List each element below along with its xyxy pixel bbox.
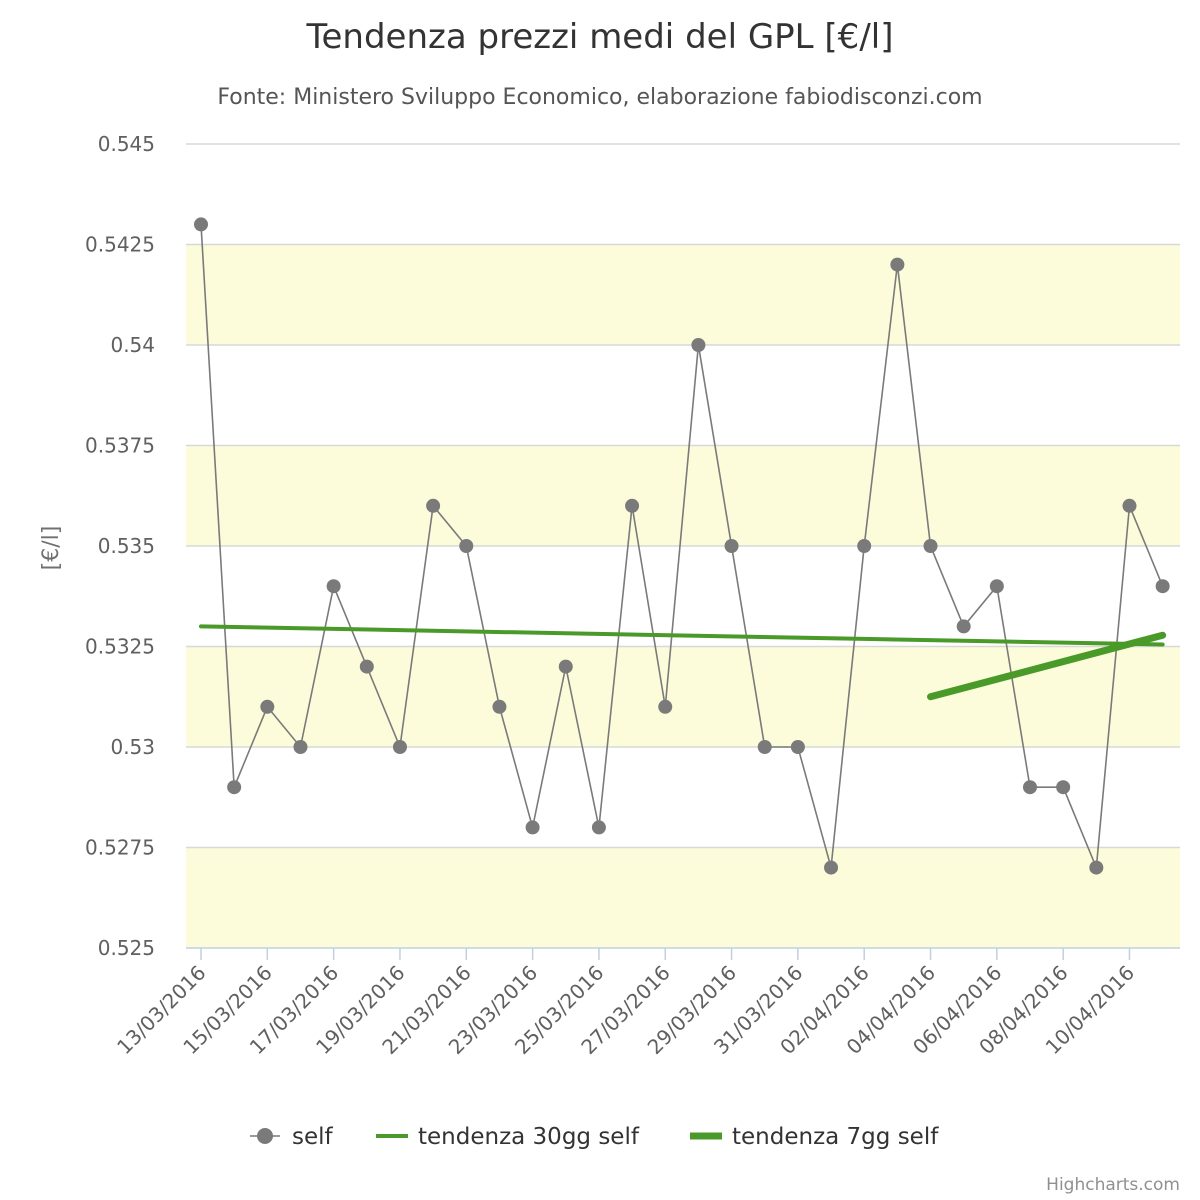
series-self bbox=[194, 217, 1170, 875]
y-tick-label: 0.5275 bbox=[85, 836, 155, 860]
data-point[interactable] bbox=[459, 539, 474, 553]
y-gridlines bbox=[186, 143, 1180, 949]
y-tick-label: 0.5375 bbox=[85, 434, 155, 458]
data-point[interactable] bbox=[857, 539, 872, 553]
data-point[interactable] bbox=[658, 699, 673, 714]
data-point[interactable] bbox=[890, 257, 905, 272]
data-point[interactable] bbox=[227, 780, 242, 795]
plot-band bbox=[186, 244, 1180, 345]
y-tick-label: 0.545 bbox=[98, 132, 155, 156]
data-point[interactable] bbox=[525, 820, 540, 835]
data-point[interactable] bbox=[1056, 780, 1071, 795]
data-point[interactable] bbox=[691, 338, 706, 352]
chart-title: Tendenza prezzi medi del GPL [€/l] bbox=[306, 17, 894, 57]
y-tick-label: 0.5325 bbox=[85, 635, 155, 659]
legend-item[interactable]: tendenza 7gg self bbox=[690, 1124, 939, 1150]
legend-item[interactable]: self bbox=[250, 1124, 334, 1150]
series-trend-7gg bbox=[927, 631, 1167, 701]
data-point[interactable] bbox=[194, 217, 208, 232]
series-self-line bbox=[200, 224, 1164, 868]
data-point[interactable] bbox=[1122, 498, 1137, 513]
plot-band bbox=[186, 646, 1180, 747]
legend-item[interactable]: tendenza 30gg self bbox=[376, 1124, 640, 1150]
plot-band bbox=[186, 847, 1180, 948]
plot-bands bbox=[186, 244, 1180, 948]
data-point[interactable] bbox=[724, 539, 739, 553]
y-tick-label: 0.535 bbox=[98, 534, 155, 558]
data-point[interactable] bbox=[923, 539, 938, 553]
data-point[interactable] bbox=[757, 740, 772, 754]
y-tick-label: 0.53 bbox=[110, 735, 155, 759]
legend-label: tendenza 30gg self bbox=[418, 1124, 640, 1150]
y-axis-label: [€/l] bbox=[39, 526, 64, 571]
series-layer bbox=[194, 217, 1170, 875]
data-point[interactable] bbox=[956, 619, 971, 634]
data-point[interactable] bbox=[1023, 780, 1037, 795]
data-point[interactable] bbox=[989, 579, 1004, 594]
legend: self tendenza 30gg self tendenza 7gg self bbox=[250, 1124, 939, 1150]
data-point[interactable] bbox=[591, 820, 606, 835]
legend-marker bbox=[257, 1128, 273, 1144]
data-point[interactable] bbox=[1155, 579, 1170, 594]
data-point[interactable] bbox=[824, 860, 839, 875]
data-point[interactable] bbox=[392, 740, 407, 754]
data-point[interactable] bbox=[293, 740, 308, 754]
y-tick-label: 0.525 bbox=[98, 936, 155, 960]
series-trend-30gg bbox=[199, 624, 1165, 647]
legend-label: tendenza 7gg self bbox=[732, 1124, 939, 1150]
data-point[interactable] bbox=[492, 699, 507, 714]
y-tick-label: 0.5425 bbox=[85, 233, 155, 257]
chart-subtitle: Fonte: Ministero Sviluppo Economico, ela… bbox=[217, 85, 982, 110]
y-tick-label: 0.54 bbox=[110, 333, 155, 357]
data-point[interactable] bbox=[1089, 860, 1104, 875]
data-point[interactable] bbox=[790, 740, 805, 754]
data-point[interactable] bbox=[359, 659, 374, 674]
data-point[interactable] bbox=[426, 498, 441, 513]
plot-band bbox=[186, 445, 1180, 546]
y-axis-ticks: 0.525 0.5275 0.53 0.5325 0.535 0.5375 0.54 0.54… bbox=[85, 132, 155, 960]
trend-7gg-line bbox=[927, 631, 1167, 701]
credits-link[interactable]: Highcharts.com bbox=[1046, 1175, 1180, 1195]
data-point[interactable] bbox=[326, 579, 341, 594]
data-point[interactable] bbox=[260, 699, 275, 714]
trend-30gg-line bbox=[199, 624, 1165, 647]
legend-label: self bbox=[292, 1124, 334, 1150]
data-point[interactable] bbox=[625, 498, 640, 513]
data-point[interactable] bbox=[558, 659, 573, 674]
